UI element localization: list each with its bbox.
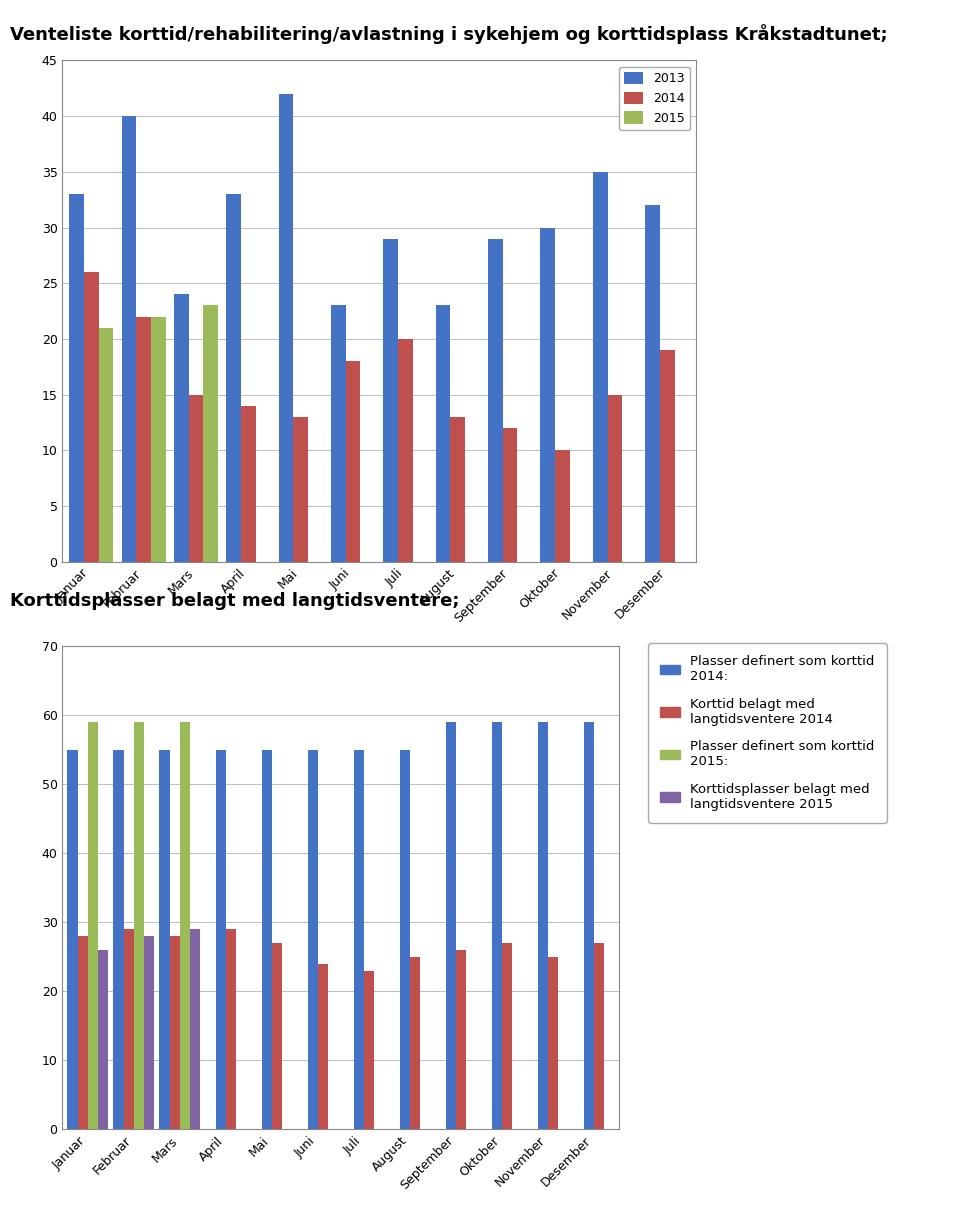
Bar	[136, 316, 151, 562]
Bar	[584, 722, 594, 1129]
Bar	[99, 327, 113, 562]
Bar	[503, 428, 517, 562]
Bar	[593, 172, 608, 562]
Bar	[188, 395, 204, 562]
Bar	[78, 936, 87, 1129]
Legend: Plasser definert som korttid
2014:, Korttid belagt med
langtidsventere 2014, Pla: Plasser definert som korttid 2014:, Kort…	[648, 643, 886, 823]
Bar	[450, 417, 465, 562]
Bar	[159, 750, 170, 1129]
Bar	[456, 949, 466, 1129]
Bar	[98, 949, 108, 1129]
Bar	[67, 750, 78, 1129]
Bar	[180, 722, 190, 1129]
Bar	[660, 350, 675, 562]
Bar	[87, 722, 98, 1129]
Bar	[492, 722, 502, 1129]
Bar	[278, 94, 294, 562]
Bar	[241, 406, 255, 562]
Bar	[353, 750, 364, 1129]
Bar	[170, 936, 180, 1129]
Bar	[548, 957, 558, 1129]
Bar	[346, 361, 360, 562]
Bar	[84, 272, 99, 562]
Bar	[216, 750, 226, 1129]
Bar	[227, 194, 241, 562]
Bar	[538, 722, 548, 1129]
Bar	[226, 929, 236, 1129]
Bar	[331, 306, 346, 562]
Bar	[113, 750, 124, 1129]
Bar	[436, 306, 450, 562]
Bar	[594, 943, 604, 1129]
Bar	[364, 971, 374, 1129]
Bar	[488, 239, 503, 562]
Bar	[122, 116, 136, 562]
Bar	[383, 239, 398, 562]
Bar	[645, 205, 660, 562]
Bar	[502, 943, 512, 1129]
Text: Korttidsplasser belagt med langtidsventere;: Korttidsplasser belagt med langtidsvente…	[10, 592, 459, 610]
Bar	[204, 306, 218, 562]
Bar	[398, 339, 413, 562]
Bar	[69, 194, 84, 562]
Bar	[262, 750, 272, 1129]
Bar	[399, 750, 410, 1129]
Bar	[318, 964, 328, 1129]
Bar	[445, 722, 456, 1129]
Bar	[151, 316, 165, 562]
Bar	[608, 395, 622, 562]
Legend: 2013, 2014, 2015: 2013, 2014, 2015	[619, 66, 689, 130]
Bar	[307, 750, 318, 1129]
Text: Venteliste korttid/rehabilitering/avlastning i sykehjem og korttidsplass Kråksta: Venteliste korttid/rehabilitering/avlast…	[10, 24, 887, 45]
Bar	[190, 929, 200, 1129]
Bar	[555, 451, 570, 562]
Bar	[144, 936, 154, 1129]
Bar	[294, 417, 308, 562]
Bar	[133, 722, 144, 1129]
Bar	[272, 943, 282, 1129]
Bar	[174, 295, 188, 562]
Bar	[124, 929, 133, 1129]
Bar	[410, 957, 420, 1129]
Bar	[540, 227, 555, 562]
